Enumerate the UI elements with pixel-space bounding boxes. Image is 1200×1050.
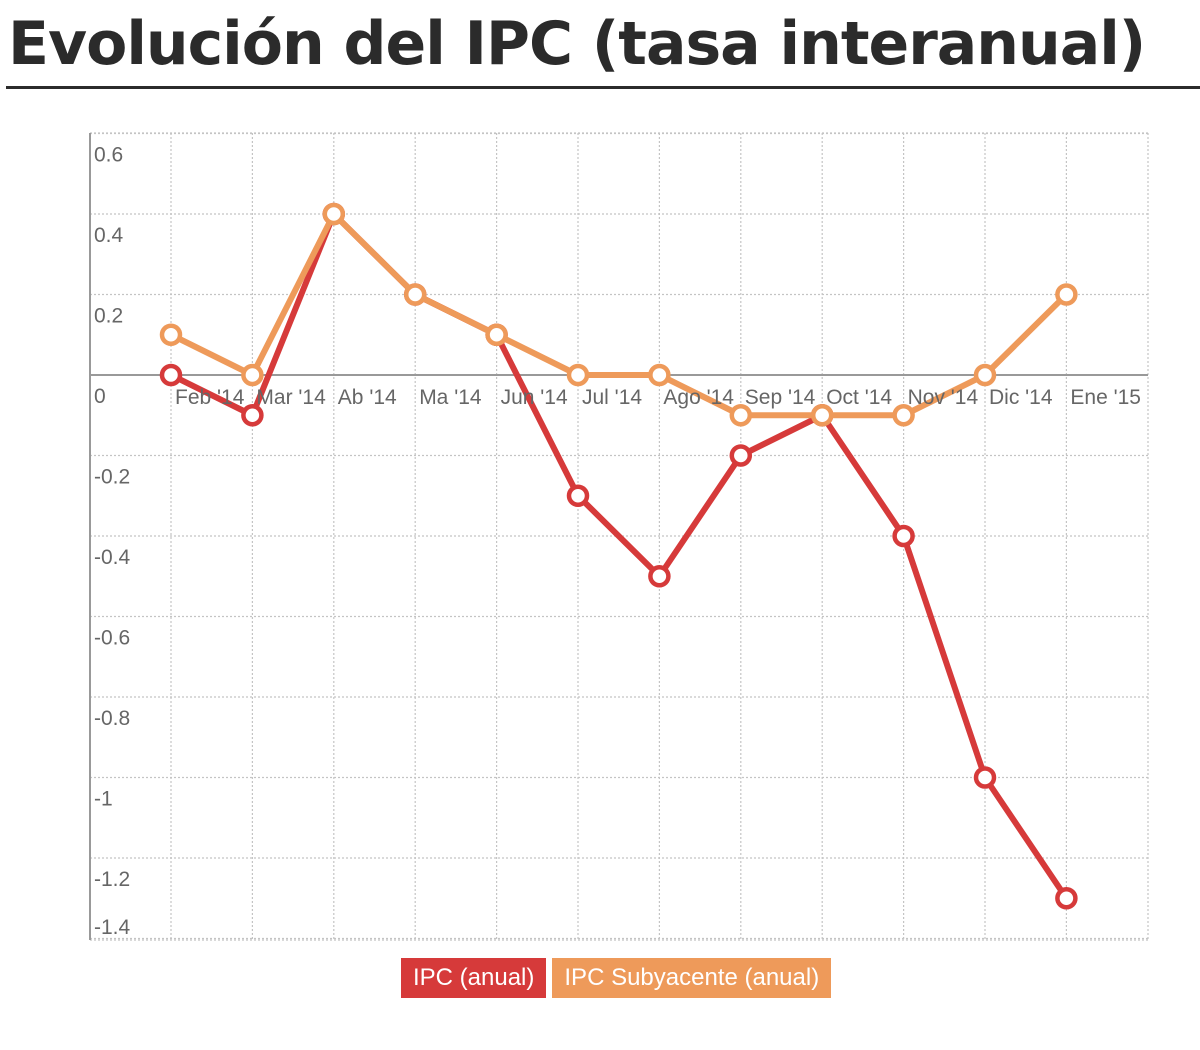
data-point-ipc-subyacente[interactable] — [241, 363, 264, 387]
data-point-ipc-subyacente[interactable] — [322, 202, 346, 226]
data-point-ipc[interactable] — [241, 404, 264, 427]
series-ipc-subyacente — [159, 202, 1078, 427]
title-underline — [6, 86, 1200, 89]
x-tick-label: Ago '14 — [663, 386, 734, 409]
y-tick-label: -1.4 — [94, 916, 131, 939]
y-tick-label: 0.4 — [94, 224, 124, 247]
y-tick-label: -1.2 — [94, 868, 130, 891]
data-point-ipc[interactable] — [973, 766, 997, 789]
data-point-ipc-subyacente[interactable] — [1055, 283, 1078, 306]
data-point-ipc-subyacente[interactable] — [810, 404, 834, 427]
y-tick-label: 0.2 — [94, 305, 123, 328]
series-ipc — [159, 202, 1078, 910]
data-point-ipc[interactable] — [566, 484, 590, 507]
data-point-ipc-subyacente[interactable] — [485, 323, 508, 346]
y-tick-label: -0.8 — [94, 707, 130, 730]
x-tick-label: Oct '14 — [826, 386, 892, 409]
y-tick-label: -0.2 — [94, 466, 130, 489]
series-lines — [159, 202, 1078, 910]
data-point-ipc-subyacente[interactable] — [159, 323, 183, 346]
y-tick-label: -0.6 — [94, 627, 130, 650]
x-tick-label: Sep '14 — [745, 386, 816, 409]
x-tick-label: Dic '14 — [989, 386, 1053, 409]
x-tick-label: Mar '14 — [256, 386, 326, 409]
y-tick-label: -0.4 — [94, 546, 131, 569]
series-line-ipc — [168, 211, 1070, 902]
data-point-ipc[interactable] — [159, 363, 183, 387]
x-tick-label: Feb '14 — [175, 386, 245, 409]
x-axis-tick-labels: Feb '14 Mar '14 Ab '14 Ma '14 Jun '14 Jul '14… — [175, 386, 1141, 409]
grid — [90, 132, 1149, 941]
x-tick-label: Ab '14 — [338, 386, 397, 409]
x-tick-label: Ene '15 — [1070, 386, 1141, 409]
legend-item-ipc-subyacente[interactable]: IPC Subyacente (anual) — [552, 958, 832, 998]
data-point-ipc-subyacente[interactable] — [973, 363, 997, 387]
x-tick-label: Jul '14 — [582, 386, 642, 409]
data-point-ipc-subyacente[interactable] — [648, 363, 671, 387]
data-point-ipc-subyacente[interactable] — [566, 363, 590, 387]
x-tick-label: Jun '14 — [501, 386, 568, 409]
data-point-ipc[interactable] — [729, 444, 753, 467]
legend: IPC (anual) IPC Subyacente (anual) — [401, 958, 832, 998]
data-point-ipc[interactable] — [648, 565, 671, 588]
y-tick-label: 0 — [94, 385, 106, 408]
legend-item-ipc[interactable]: IPC (anual) — [401, 958, 547, 998]
y-tick-label: 0.6 — [94, 144, 123, 167]
data-point-ipc-subyacente[interactable] — [403, 283, 427, 306]
x-tick-label: Nov '14 — [908, 386, 979, 409]
data-point-ipc-subyacente[interactable] — [729, 404, 753, 427]
chart-title: Evolución del IPC (tasa interanual) — [8, 9, 1146, 79]
data-point-ipc-subyacente[interactable] — [892, 404, 915, 427]
y-axis-tick-labels: 0.6 0.4 0.2 0 -0.2 -0.4 -0.6 -0.8 -1 -1.2 -1.4 — [94, 144, 131, 940]
x-tick-label: Ma '14 — [419, 386, 482, 409]
data-point-ipc[interactable] — [892, 524, 915, 548]
y-tick-label: -1 — [94, 788, 113, 811]
series-line-ipc-subyacente — [168, 211, 1070, 419]
data-point-ipc[interactable] — [1055, 887, 1078, 910]
